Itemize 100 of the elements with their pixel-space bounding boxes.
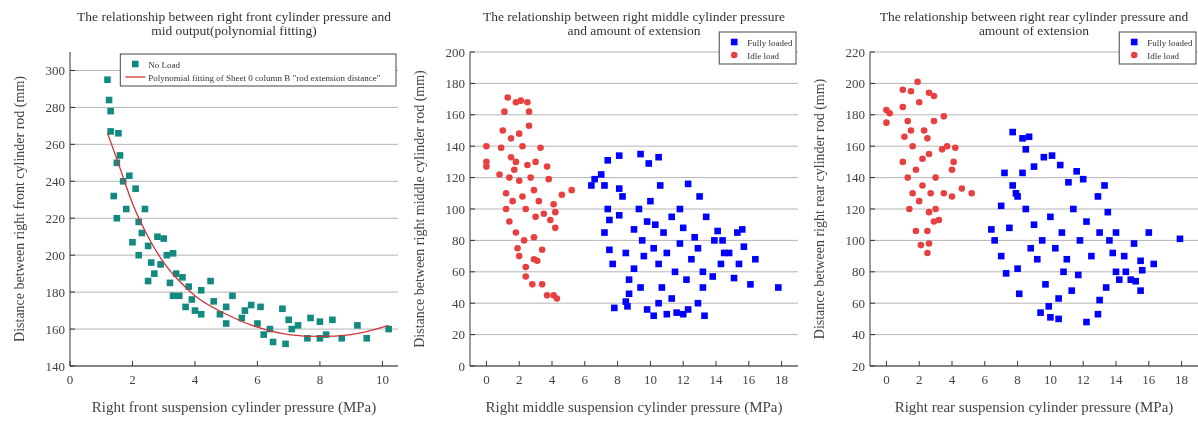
x-tick-label: 12 (1076, 372, 1090, 387)
x-tick-label: 16 (1142, 372, 1156, 387)
x-axis-title: Right rear suspension cylinder pressure (MPa) (894, 399, 1174, 416)
point (925, 150, 933, 158)
point (930, 92, 938, 100)
legend-label: Idle load (747, 50, 780, 61)
point (551, 208, 559, 216)
point (540, 210, 548, 218)
y-tick-label: 80 (852, 264, 865, 280)
x-tick-label: 10 (1043, 372, 1057, 387)
point (509, 197, 516, 205)
y-tick-label: 220 (845, 44, 865, 60)
x-tick-label: 12 (676, 372, 690, 387)
point (535, 197, 543, 205)
y-tick-label: 160 (445, 107, 465, 123)
point (951, 144, 959, 152)
point (914, 78, 921, 86)
point (920, 127, 928, 134)
chart-title: The relationship between right rear cylinder pressure and amount of extension (879, 9, 1189, 38)
y-tick-label: 200 (45, 247, 65, 263)
point (538, 281, 546, 288)
point (925, 89, 933, 97)
point (504, 94, 512, 101)
point (522, 263, 530, 271)
y-tick-label: 20 (452, 327, 465, 343)
point (938, 146, 946, 153)
point (502, 190, 510, 197)
point (519, 142, 526, 150)
point (924, 135, 931, 142)
point (529, 281, 536, 288)
point (932, 205, 939, 213)
point (524, 161, 531, 169)
legend-label: No Load (148, 59, 181, 70)
y-tick-label: 140 (445, 138, 465, 154)
x-axis-title: Right front suspension cylinder pressure (MPa) (91, 399, 377, 416)
point (527, 174, 534, 181)
x-tick-label: 0 (883, 372, 890, 387)
point (968, 190, 975, 197)
point (512, 229, 520, 236)
x-tick-label: 6 (581, 372, 589, 387)
point (506, 174, 513, 181)
y-tick-label: 180 (45, 284, 65, 300)
x-tick-label: 18 (775, 372, 789, 387)
y-tick-label: 0 (458, 358, 465, 374)
x-tick-label: 16 (742, 372, 756, 387)
point (917, 241, 925, 249)
point (899, 158, 907, 166)
y-axis-title: Distance between right middle cylinder rod (mm) (412, 69, 428, 348)
y-tick-label: 40 (852, 327, 865, 343)
point (883, 119, 890, 126)
x-tick-label: 14 (1109, 372, 1123, 387)
y-tick-label: 40 (452, 295, 465, 311)
y-tick-label: 180 (845, 107, 865, 123)
y-tick-label: 140 (45, 358, 65, 374)
point (919, 155, 926, 163)
point (915, 197, 923, 205)
point (506, 218, 513, 225)
point (904, 174, 912, 181)
point (502, 205, 510, 213)
point (912, 166, 920, 174)
x-tick-label: 14 (709, 372, 723, 387)
point (568, 186, 575, 194)
point (909, 190, 916, 197)
point (507, 153, 515, 161)
point (907, 87, 915, 95)
y-tick-label: 240 (45, 173, 65, 189)
point (512, 98, 520, 106)
point (904, 117, 912, 125)
point (517, 97, 525, 104)
legend-label: Fully loaded (1147, 37, 1193, 48)
x-tick-label: 2 (915, 372, 923, 387)
point (538, 246, 546, 254)
point (906, 205, 913, 213)
y-tick-label: 100 (445, 201, 465, 217)
point (522, 205, 530, 213)
y-tick-label: 200 (845, 75, 865, 91)
y-tick-label: 100 (845, 232, 865, 248)
legend-label: Fully loaded (747, 37, 793, 48)
point (930, 218, 938, 225)
y-tick-label: 160 (845, 138, 865, 154)
point (507, 135, 515, 142)
x-tick-label: 10 (643, 372, 657, 387)
point (932, 174, 939, 181)
point (924, 249, 931, 257)
x-tick-label: 4 (948, 372, 956, 387)
x-tick-label: 2 (515, 372, 523, 387)
x-tick-label: 8 (316, 372, 324, 387)
point (907, 127, 915, 134)
point (515, 252, 523, 260)
point (958, 185, 966, 192)
y-tick-label: 300 (45, 62, 65, 78)
y-tick-label: 220 (45, 210, 65, 226)
point (522, 273, 530, 280)
chart-title: The relationship between right front cylinder pressure and mid output(polynomial fitting) (77, 9, 392, 38)
point (553, 295, 561, 302)
point (501, 108, 508, 115)
point (909, 142, 916, 150)
y-tick-label: 260 (45, 136, 65, 152)
point (532, 158, 539, 166)
y-tick-label: 120 (845, 201, 865, 217)
